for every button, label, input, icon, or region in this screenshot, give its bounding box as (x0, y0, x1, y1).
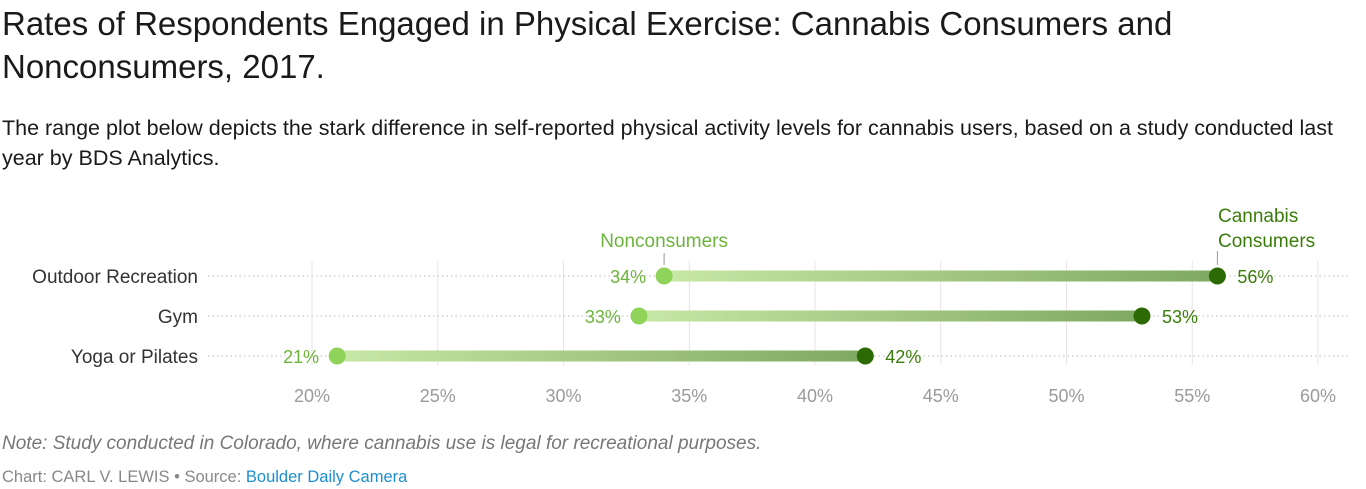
x-tick-label: 30% (545, 386, 581, 406)
consumers-point (1208, 267, 1226, 285)
category-label: Yoga or Pilates (71, 347, 198, 368)
consumers-series-label-line: Cannabis (1218, 206, 1298, 227)
chart-title: Rates of Respondents Engaged in Physical… (2, 5, 1173, 85)
x-tick-label: 55% (1174, 386, 1210, 406)
x-tick-label: 60% (1300, 386, 1336, 406)
chart-credit: Chart: CARL V. LEWIS • Source: Boulder D… (2, 468, 407, 487)
rows: Outdoor Recreation 34% 56% Gym 33% 53% Yoga or… (32, 267, 1350, 368)
credit-prefix: Chart: CARL V. LEWIS • Source: (2, 468, 246, 486)
x-tick-label: 25% (420, 386, 456, 406)
range-row: Gym 33% 53% (158, 307, 1350, 328)
range-bar (638, 310, 1142, 322)
category-label: Outdoor Recreation (32, 267, 198, 288)
consumers-series-label: Cannabis Consumers (1218, 206, 1315, 252)
source-link[interactable]: Boulder Daily Camera (245, 468, 408, 486)
nonconsumers-point (655, 267, 673, 285)
consumers-series-label-line: Consumers (1218, 231, 1315, 252)
consumers-point (856, 347, 874, 365)
x-tick-label: 20% (294, 386, 330, 406)
nonconsumers-point (630, 307, 648, 325)
category-label: Gym (158, 307, 198, 328)
chart-note: Note: Study conducted in Colorado, where… (2, 433, 762, 454)
consumers-point (1133, 307, 1151, 325)
range-row: Yoga or Pilates 21% 42% (71, 347, 1350, 368)
range-bar (337, 350, 866, 362)
x-tick-label: 35% (671, 386, 707, 406)
series-labels: Nonconsumers Cannabis Consumers (600, 206, 1315, 265)
nonconsumers-value-label: 34% (610, 267, 646, 287)
x-axis: 20% 25% 30% 35% 40% 45% 50% 55% 60% (294, 386, 1336, 406)
nonconsumers-value-label: 21% (283, 347, 319, 367)
range-bar (664, 270, 1218, 282)
consumers-value-label: 56% (1237, 267, 1273, 287)
chart-subtitle: The range plot below depicts the stark d… (2, 116, 1333, 170)
nonconsumers-value-label: 33% (585, 307, 621, 327)
x-tick-label: 40% (797, 386, 833, 406)
x-tick-label: 50% (1048, 386, 1084, 406)
range-plot: Outdoor Recreation 34% 56% Gym 33% 53% Yoga or… (32, 206, 1350, 406)
x-tick-label: 45% (923, 386, 959, 406)
consumers-value-label: 53% (1162, 307, 1198, 327)
range-row: Outdoor Recreation 34% 56% (32, 267, 1350, 288)
consumers-value-label: 42% (885, 347, 921, 367)
nonconsumers-series-label: Nonconsumers (600, 231, 728, 252)
nonconsumers-point (328, 347, 346, 365)
